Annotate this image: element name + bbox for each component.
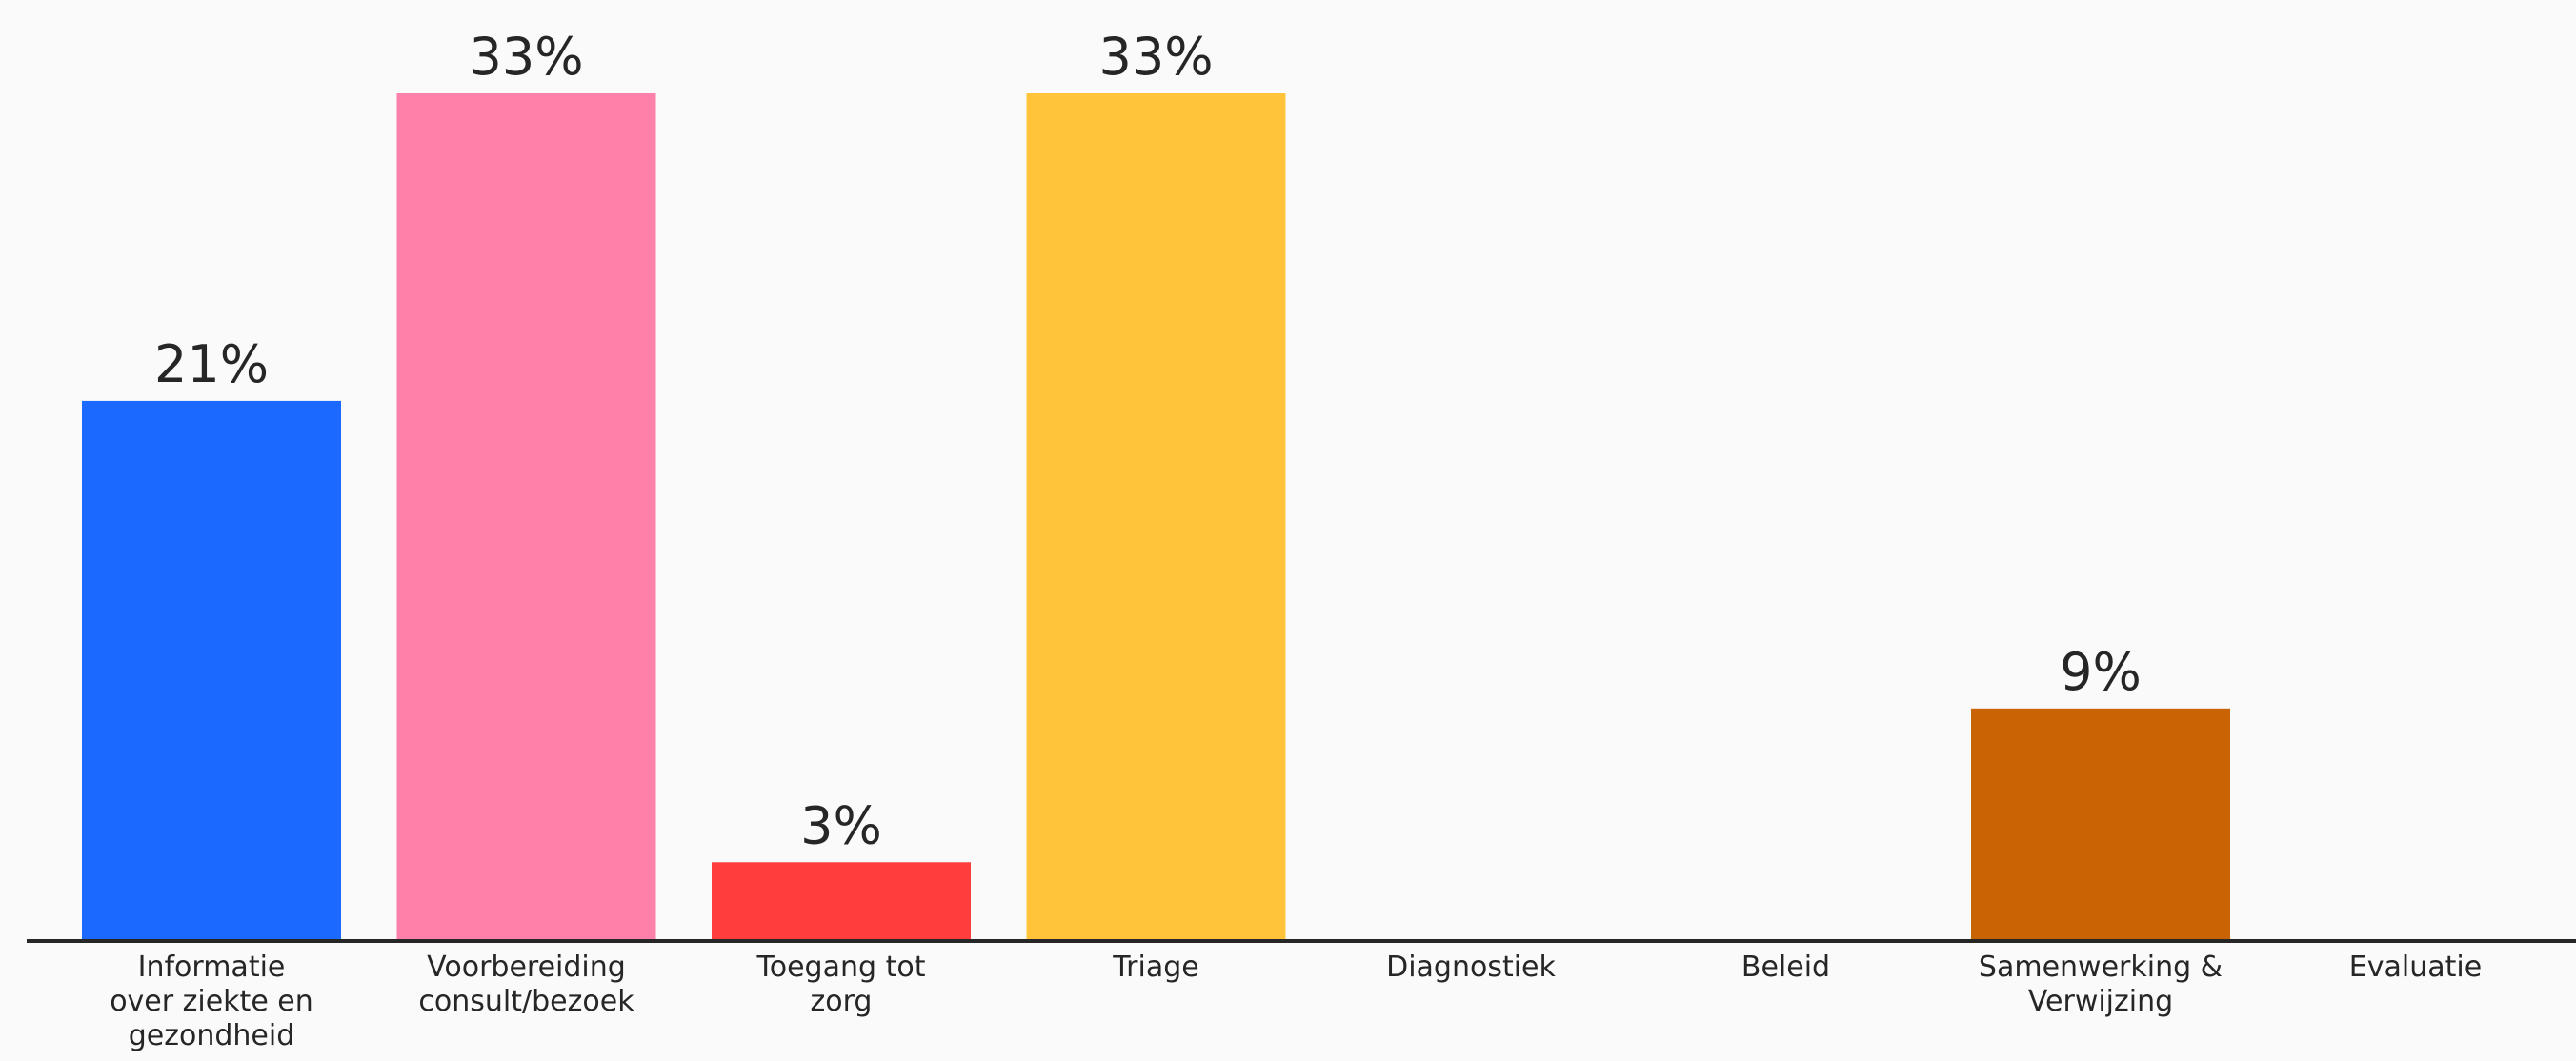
category-label-line: Samenwerking & [1979,951,2223,984]
category-label-line: Beleid [1741,951,1830,984]
category-label-line: consult/bezoek [418,985,634,1018]
category-label-line: Voorbereiding [427,951,626,984]
bars-group [82,93,2230,940]
category-label-7: Evaluatie [2349,951,2482,984]
bar-3 [1026,93,1286,939]
category-label-6: Samenwerking & Verwijzing [1979,951,2223,1018]
category-label-line: zorg [811,985,873,1018]
category-label-line: Informatie [138,951,286,984]
category-label-2: Toegang tot zorg [756,951,926,1018]
category-label-line: gezondheid [129,1019,295,1052]
category-label-line: Evaluatie [2349,951,2482,984]
value-label-1: 33% [469,27,583,87]
value-label-2: 3% [800,795,882,855]
category-label-line: Diagnostiek [1386,951,1556,984]
category-label-1: Voorbereiding consult/bezoek [418,951,634,1018]
category-label-4: Diagnostiek [1386,951,1556,984]
bar-1 [396,93,656,939]
value-labels-group: 21% 33% 3% 33% 9% [154,27,2142,855]
category-label-5: Beleid [1741,951,1830,984]
bar-2 [712,862,971,939]
category-label-line: over ziekte en [110,985,313,1018]
bar-0 [82,400,341,940]
category-label-line: Verwijzing [2028,985,2173,1018]
bar-6 [1971,708,2230,939]
value-label-3: 33% [1098,27,1213,87]
category-label-3: Triage [1112,951,1198,984]
category-label-line: Triage [1112,951,1198,984]
category-label-0: Informatie over ziekte en gezondheid [110,951,313,1052]
category-label-line: Toegang tot [756,951,926,984]
category-labels-group: Informatie over ziekte en gezondheid Voorbe… [110,951,2482,1052]
value-label-6: 9% [2060,642,2142,702]
value-label-0: 21% [154,334,269,394]
